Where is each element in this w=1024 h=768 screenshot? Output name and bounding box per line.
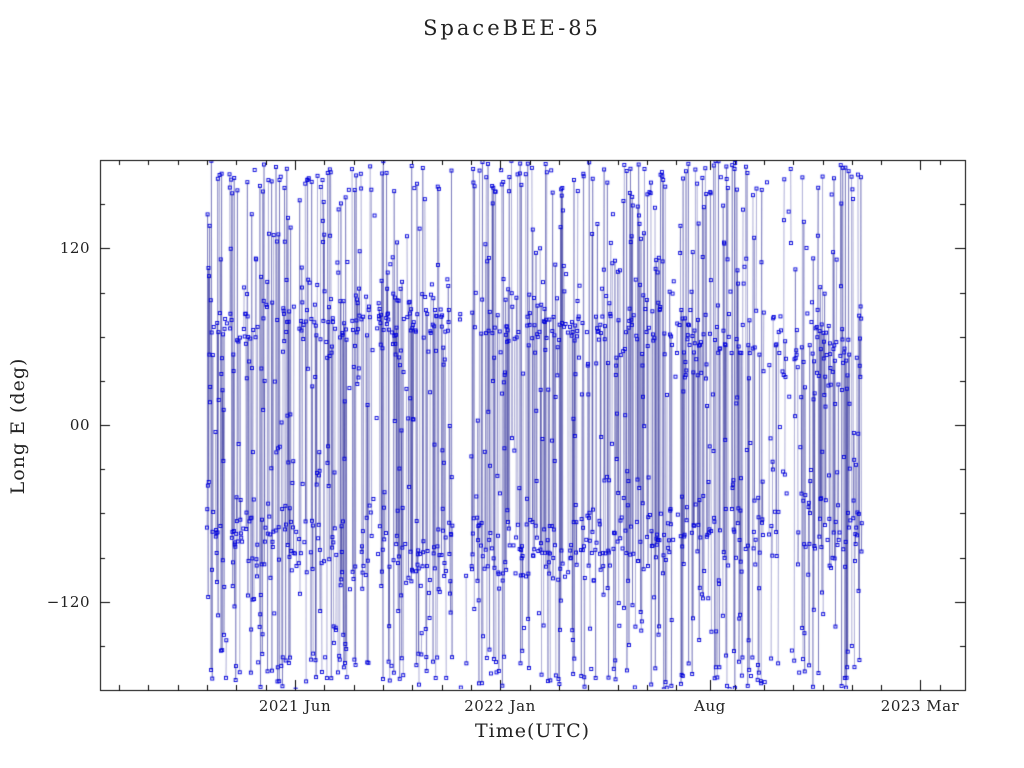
chart-title: SpaceBEE-85 — [423, 16, 601, 40]
x-tick-label: Aug — [694, 697, 726, 715]
y-tick-label: 120 — [59, 239, 90, 258]
y-axis-label: Long E (deg) — [7, 357, 29, 495]
x-axis-label: Time(UTC) — [474, 720, 591, 742]
x-tick-label: 2022 Jan — [464, 697, 536, 715]
y-tick-label: −120 — [46, 592, 90, 611]
x-tick-label: 2021 Jun — [258, 697, 332, 715]
y-tick-label: 00 — [69, 416, 90, 434]
x-tick-label: 2023 Mar — [880, 697, 960, 715]
